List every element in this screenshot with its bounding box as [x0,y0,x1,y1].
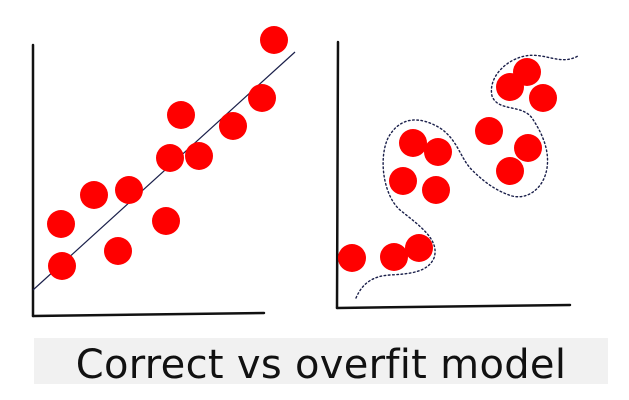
data-point [80,181,108,209]
right-x-axis [335,303,572,310]
data-point [399,129,427,157]
data-point [219,112,247,140]
right-y-axis [335,40,340,310]
data-point [115,176,143,204]
data-point [380,243,408,271]
data-point [185,142,213,170]
caption-band: Correct vs overfit model [34,338,608,384]
data-point [513,58,541,86]
left-points [47,26,288,280]
data-point [248,84,276,112]
data-point [48,252,76,280]
data-point [405,234,433,262]
data-point [260,26,288,54]
data-point [475,117,503,145]
data-point [424,138,452,166]
caption: Correct vs overfit model [75,342,567,384]
data-point [422,176,450,204]
data-point [152,207,180,235]
overfit-curve [355,54,579,299]
data-point [514,134,542,162]
data-point [104,237,132,265]
data-point [529,84,557,112]
data-point [47,210,75,238]
overfit-panel [335,40,579,310]
right-points [338,58,557,272]
left-x-axis [31,311,266,318]
data-point [389,167,417,195]
data-point [338,244,366,272]
data-point [167,101,195,129]
data-point [156,144,184,172]
correct-fit-panel [31,26,296,318]
data-point [496,157,524,185]
